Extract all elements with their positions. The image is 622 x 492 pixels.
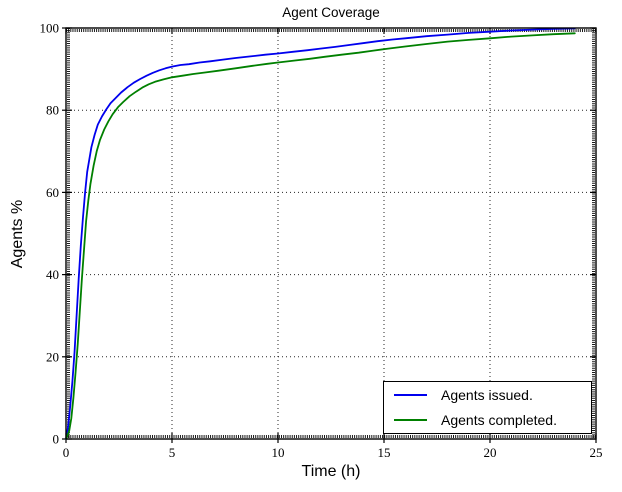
y-tick-label: 60: [46, 185, 59, 200]
legend: Agents issued. Agents completed.: [383, 381, 592, 434]
x-tick-label: 0: [63, 445, 70, 460]
axes-frame: [65, 27, 597, 440]
y-tick-label: 40: [46, 267, 59, 282]
y-axis-label: Agents %: [9, 199, 26, 269]
x-tick-label: 5: [169, 445, 176, 460]
series-line-1: [65, 32, 576, 440]
x-axis-label: Time (h): [301, 463, 361, 480]
y-tick-label: 0: [53, 432, 60, 447]
legend-label-completed: Agents completed.: [441, 412, 557, 428]
x-tick-label: 15: [378, 445, 391, 460]
legend-line-sample-completed: [394, 419, 427, 421]
x-tick-label: 10: [272, 445, 285, 460]
x-tick-label: 25: [590, 445, 603, 460]
series-line-0: [65, 27, 576, 440]
x-tick-label: 20: [484, 445, 497, 460]
legend-line-sample-issued: [394, 394, 427, 396]
y-tick-label: 20: [46, 349, 59, 364]
y-tick-label: 100: [40, 21, 60, 36]
legend-entry-completed: Agents completed.: [384, 408, 591, 432]
chart-title: Agent Coverage: [282, 5, 380, 20]
y-tick-label: 80: [46, 103, 59, 118]
legend-label-issued: Agents issued.: [441, 387, 533, 403]
legend-entry-issued: Agents issued.: [384, 383, 591, 407]
